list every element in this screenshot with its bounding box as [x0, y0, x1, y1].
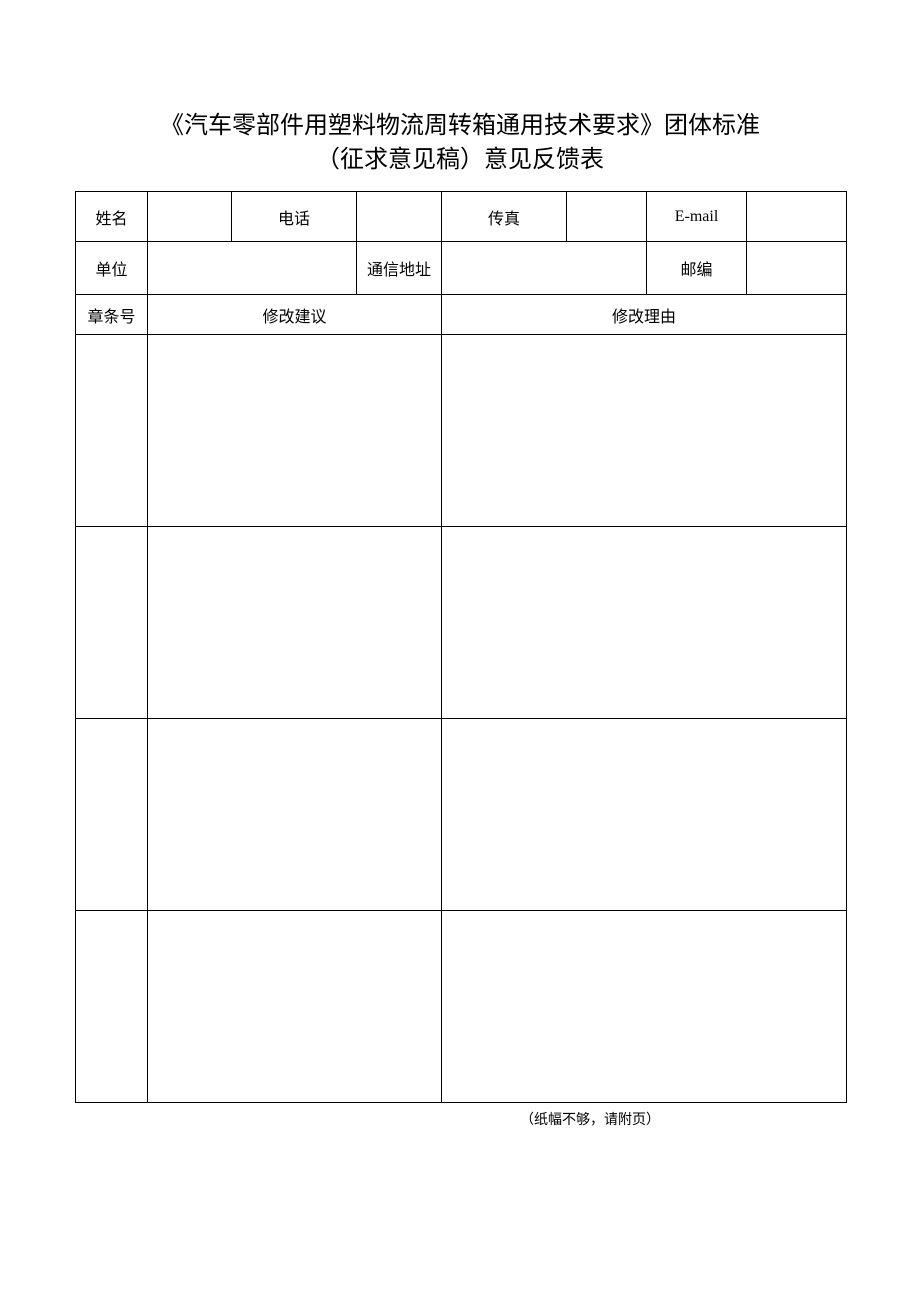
table-row-contact1: 姓名 电话 传真 E-mail: [76, 192, 847, 242]
input-reason[interactable]: [442, 335, 847, 527]
input-email[interactable]: [747, 192, 847, 242]
input-address[interactable]: [442, 242, 647, 295]
document-title-line1: 《汽车零部件用塑料物流周转箱通用技术要求》团体标准: [75, 110, 845, 144]
input-fax[interactable]: [567, 192, 647, 242]
document-title-line2: （征求意见稿）意见反馈表: [75, 144, 845, 178]
label-email: E-mail: [647, 192, 747, 242]
input-suggestion[interactable]: [148, 335, 442, 527]
input-unit[interactable]: [148, 242, 357, 295]
input-suggestion[interactable]: [148, 719, 442, 911]
table-row-columns-header: 章条号 修改建议 修改理由: [76, 295, 847, 335]
label-postcode: 邮编: [647, 242, 747, 295]
input-section[interactable]: [76, 527, 148, 719]
input-reason[interactable]: [442, 911, 847, 1103]
label-address: 通信地址: [357, 242, 442, 295]
label-reason: 修改理由: [442, 295, 847, 335]
input-suggestion[interactable]: [148, 911, 442, 1103]
label-unit: 单位: [76, 242, 148, 295]
label-section: 章条号: [76, 295, 148, 335]
table-row: [76, 527, 847, 719]
input-suggestion[interactable]: [148, 527, 442, 719]
table-row: [76, 719, 847, 911]
table-row: [76, 911, 847, 1103]
input-reason[interactable]: [442, 719, 847, 911]
label-suggestion: 修改建议: [148, 295, 442, 335]
footnote-text: （纸幅不够，请附页）: [75, 1109, 845, 1129]
input-section[interactable]: [76, 719, 148, 911]
input-postcode[interactable]: [747, 242, 847, 295]
label-fax: 传真: [442, 192, 567, 242]
input-section[interactable]: [76, 911, 148, 1103]
table-row: [76, 335, 847, 527]
input-reason[interactable]: [442, 527, 847, 719]
feedback-form-table: 姓名 电话 传真 E-mail 单位 通信地址 邮编 章条号 修改建议 修改理由: [75, 191, 847, 1103]
label-name: 姓名: [76, 192, 148, 242]
input-name[interactable]: [148, 192, 232, 242]
input-phone[interactable]: [357, 192, 442, 242]
input-section[interactable]: [76, 335, 148, 527]
label-phone: 电话: [232, 192, 357, 242]
table-row-contact2: 单位 通信地址 邮编: [76, 242, 847, 295]
